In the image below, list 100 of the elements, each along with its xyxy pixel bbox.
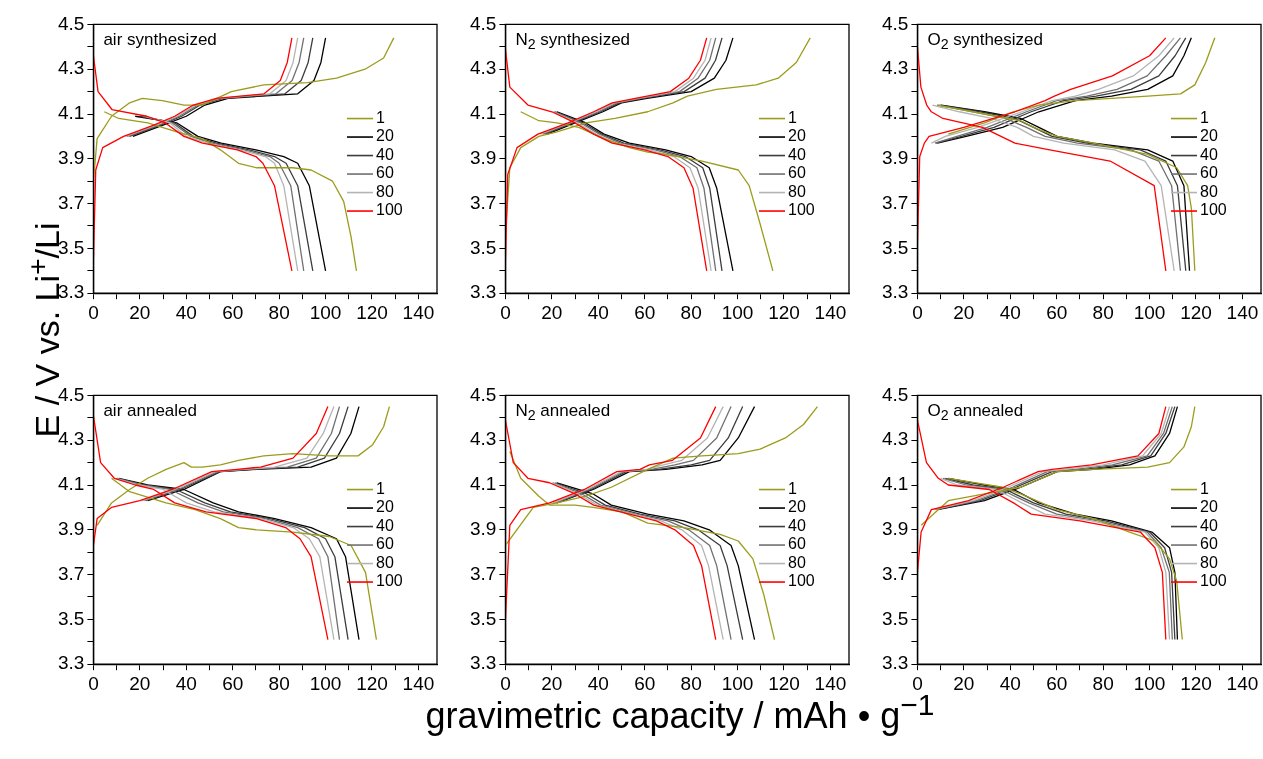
legend-label: 40 [1200,145,1218,163]
legend-label: 100 [1200,201,1227,219]
x-tick-label: 120 [768,301,800,323]
legend-label: 80 [1200,553,1218,571]
y-tick-label: 4.3 [57,57,85,79]
x-tick-label: 40 [587,301,609,323]
y-tick-label: 4.1 [881,102,909,124]
y-tick-label: 3.9 [469,518,497,540]
y-tick-label: 3.3 [881,281,909,303]
x-tick-label: 40 [175,301,197,323]
y-tick-label: 3.7 [57,562,85,584]
legend-label: 100 [376,201,403,219]
x-tick-label: 100 [1133,301,1166,323]
x-tick-label: 0 [912,301,923,323]
legend-label: 60 [376,535,394,553]
y-tick-label: 3.5 [469,236,497,258]
legend-label: 20 [376,498,394,516]
y-tick-label: 4.3 [881,428,909,450]
x-tick-label: 80 [680,672,702,694]
x-tick-label: 0 [88,672,99,694]
y-tick-label: 4.5 [881,12,909,34]
legend-label: 40 [376,145,394,163]
legend-label: 1 [376,108,385,126]
x-tick-label: 20 [953,301,975,323]
y-tick-label: 3.9 [469,147,497,169]
legend-label: 100 [788,572,815,590]
y-tick-label: 4.5 [469,383,497,405]
x-tick-label: 140 [402,301,435,323]
x-tick-label: 60 [222,672,244,694]
y-tick-label: 4.1 [57,102,85,124]
y-tick-label: 3.9 [57,147,85,169]
legend-label: 1 [1200,479,1209,497]
legend-label: 20 [1200,498,1218,516]
y-tick-label: 3.9 [57,518,85,540]
y-tick-label: 4.5 [881,383,909,405]
x-tick-label: 80 [268,301,290,323]
y-tick-label: 4.1 [57,473,85,495]
x-tick-label: 120 [768,672,800,694]
x-tick-label: 140 [1226,672,1259,694]
y-tick-label: 3.9 [881,147,909,169]
text: O$_{2}$ synthesized [927,30,1044,53]
legend-label: 80 [788,553,806,571]
x-tick-label: 20 [541,672,563,694]
y-tick-label: 3.7 [881,562,909,584]
x-tick-label: 140 [814,301,847,323]
y-tick-label: 3.7 [469,191,497,213]
x-tick-label: 0 [500,301,511,323]
legend-label: 80 [1200,182,1218,200]
x-tick-label: 20 [129,301,151,323]
x-tick-label: 60 [634,301,656,323]
x-tick-label: 100 [1133,672,1166,694]
legend-label: 1 [788,108,797,126]
x-tick-label: 40 [587,672,609,694]
legend-label: 80 [376,553,394,571]
legend-label: 40 [376,516,394,534]
legend-label: 40 [788,516,806,534]
x-tick-label: 40 [999,301,1021,323]
y-tick-label: 3.5 [57,607,85,629]
y-tick-label: 4.3 [469,428,497,450]
x-tick-label: 60 [634,672,656,694]
legend-label: 20 [788,498,806,516]
legend-label: 20 [788,127,806,145]
y-tick-label: 3.7 [881,191,909,213]
text: N$_{2}$ synthesized [515,30,631,53]
x-tick-label: 0 [88,301,99,323]
y-tick-label: 3.7 [469,562,497,584]
legend-label: 100 [1200,572,1227,590]
x-tick-label: 80 [1092,672,1114,694]
legend-label: 40 [788,145,806,163]
legend-label: 20 [376,127,394,145]
x-tick-label: 60 [222,301,244,323]
x-tick-label: 60 [1046,301,1068,323]
legend-label: 80 [788,182,806,200]
text: O$_{2}$ annealed [927,401,1024,424]
y-tick-label: 4.5 [57,12,85,34]
x-tick-label: 120 [1180,301,1212,323]
x-tick-label: 100 [309,672,342,694]
y-tick-label: 3.3 [469,652,497,674]
x-tick-label: 20 [541,301,563,323]
x-tick-label: 120 [1180,672,1212,694]
x-tick-label: 80 [268,672,290,694]
y-tick-label: 3.5 [469,607,497,629]
legend-label: 1 [376,479,385,497]
x-tick-label: 140 [1226,301,1259,323]
chart-title: air synthesized [103,30,217,51]
y-tick-label: 3.3 [57,652,85,674]
y-tick-label: 4.1 [469,473,497,495]
y-tick-label: 4.1 [469,102,497,124]
legend-label: 80 [376,182,394,200]
x-tick-label: 80 [1092,301,1114,323]
legend-label: 100 [788,201,815,219]
x-tick-label: 0 [912,672,923,694]
x-tick-label: 40 [175,672,197,694]
y-tick-label: 4.5 [469,12,497,34]
legend-label: 20 [1200,127,1218,145]
text: N$_{2}$ annealed [515,401,611,424]
x-tick-label: 20 [953,672,975,694]
x-tick-label: 80 [680,301,702,323]
y-tick-label: 4.3 [469,57,497,79]
x-tick-label: 120 [356,672,388,694]
